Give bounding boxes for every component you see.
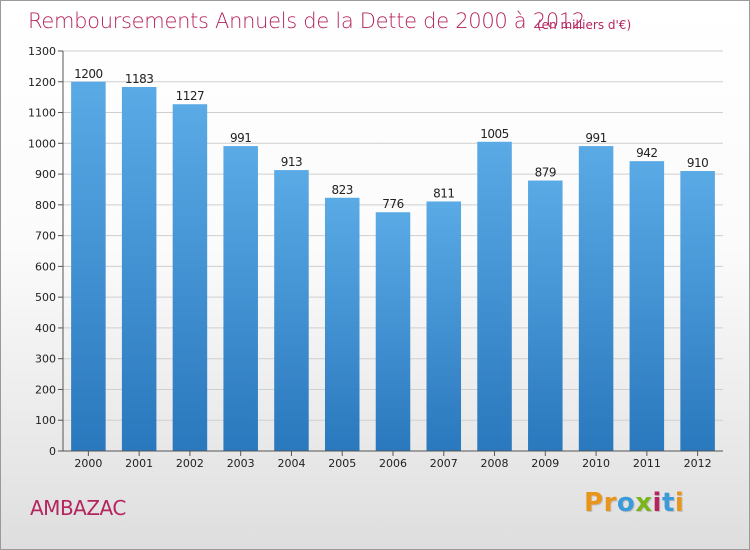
x-tick-label: 2002 (176, 457, 204, 470)
axes (62, 51, 723, 452)
bar (71, 81, 106, 452)
bar-value-label: 1005 (480, 127, 509, 141)
y-tick-label: 600 (35, 260, 56, 273)
bar-value-label: 1127 (176, 89, 205, 103)
x-tick-label: 2010 (582, 457, 610, 470)
logo-letter: t (661, 488, 675, 518)
y-tick-label: 900 (35, 168, 56, 181)
y-tick-label: 1200 (28, 76, 56, 89)
bar-value-label: 991 (585, 131, 606, 145)
bar-value-label: 991 (230, 131, 251, 145)
x-tick-label: 2005 (328, 457, 356, 470)
x-tick-label: 2006 (379, 457, 407, 470)
x-tick-label: 2009 (531, 457, 559, 470)
proxiti-logo[interactable]: Proxiti (584, 488, 684, 518)
x-tick-label: 2003 (227, 457, 255, 470)
logo-letter: i (674, 488, 685, 518)
y-tick-label: 400 (35, 322, 56, 335)
y-tick-label: 700 (35, 230, 56, 243)
x-tick-label: 2012 (684, 457, 712, 470)
bar-value-label: 811 (433, 186, 454, 200)
y-tick-label: 800 (35, 199, 56, 212)
x-tick-label: 2007 (430, 457, 458, 470)
bar-value-label: 879 (535, 166, 556, 180)
bar (477, 141, 512, 451)
x-tick-label: 2004 (277, 457, 305, 470)
x-tick-label: 2008 (481, 457, 509, 470)
y-tick-label: 1100 (28, 107, 56, 120)
y-tick-label: 300 (35, 353, 56, 366)
bar (680, 171, 715, 451)
bar-value-label: 823 (332, 183, 353, 197)
bar (223, 146, 258, 452)
commune-name: AMBAZAC (30, 496, 126, 520)
logo-letter: i (652, 488, 662, 518)
logo-letter: o (616, 488, 636, 518)
bar-value-label: 776 (382, 197, 403, 211)
logo-letter: x (635, 488, 653, 518)
bar-value-label: 913 (281, 155, 302, 169)
bar-value-label: 910 (687, 156, 708, 170)
bar (629, 161, 665, 451)
y-tick-label: 200 (35, 383, 56, 396)
bar (426, 201, 462, 451)
x-tick-label: 2000 (74, 457, 102, 470)
y-tick-label: 500 (35, 291, 56, 304)
chart-subtitle: (en milliers d'€) (537, 18, 632, 32)
bars: 1200 2000 1183 2001 1127 2002 991 2003 913 2004 82… (71, 67, 715, 470)
y-tick-label: 1000 (28, 137, 56, 150)
bar (528, 180, 563, 452)
bar-value-label: 1183 (125, 72, 154, 86)
x-tick-label: 2011 (633, 457, 661, 470)
y-tick-label: 0 (49, 445, 56, 458)
bar (578, 146, 614, 452)
bar (324, 197, 360, 451)
bar (121, 87, 157, 451)
y-axis-ticks: 0 100 200 300 400 500 600 700 800 900 1000 1100 1200… (28, 45, 63, 458)
bar (172, 104, 208, 451)
chart-title: Remboursements Annuels de la Dette de 20… (28, 9, 585, 33)
y-tick-label: 1300 (28, 45, 56, 58)
x-tick-label: 2001 (125, 457, 153, 470)
bar (375, 212, 411, 451)
logo-letter: r (603, 488, 617, 518)
bar-value-label: 942 (636, 146, 657, 160)
bar (274, 170, 309, 452)
y-tick-label: 100 (35, 414, 56, 427)
bar-value-label: 1200 (74, 67, 103, 81)
logo-letter: P (584, 488, 604, 518)
